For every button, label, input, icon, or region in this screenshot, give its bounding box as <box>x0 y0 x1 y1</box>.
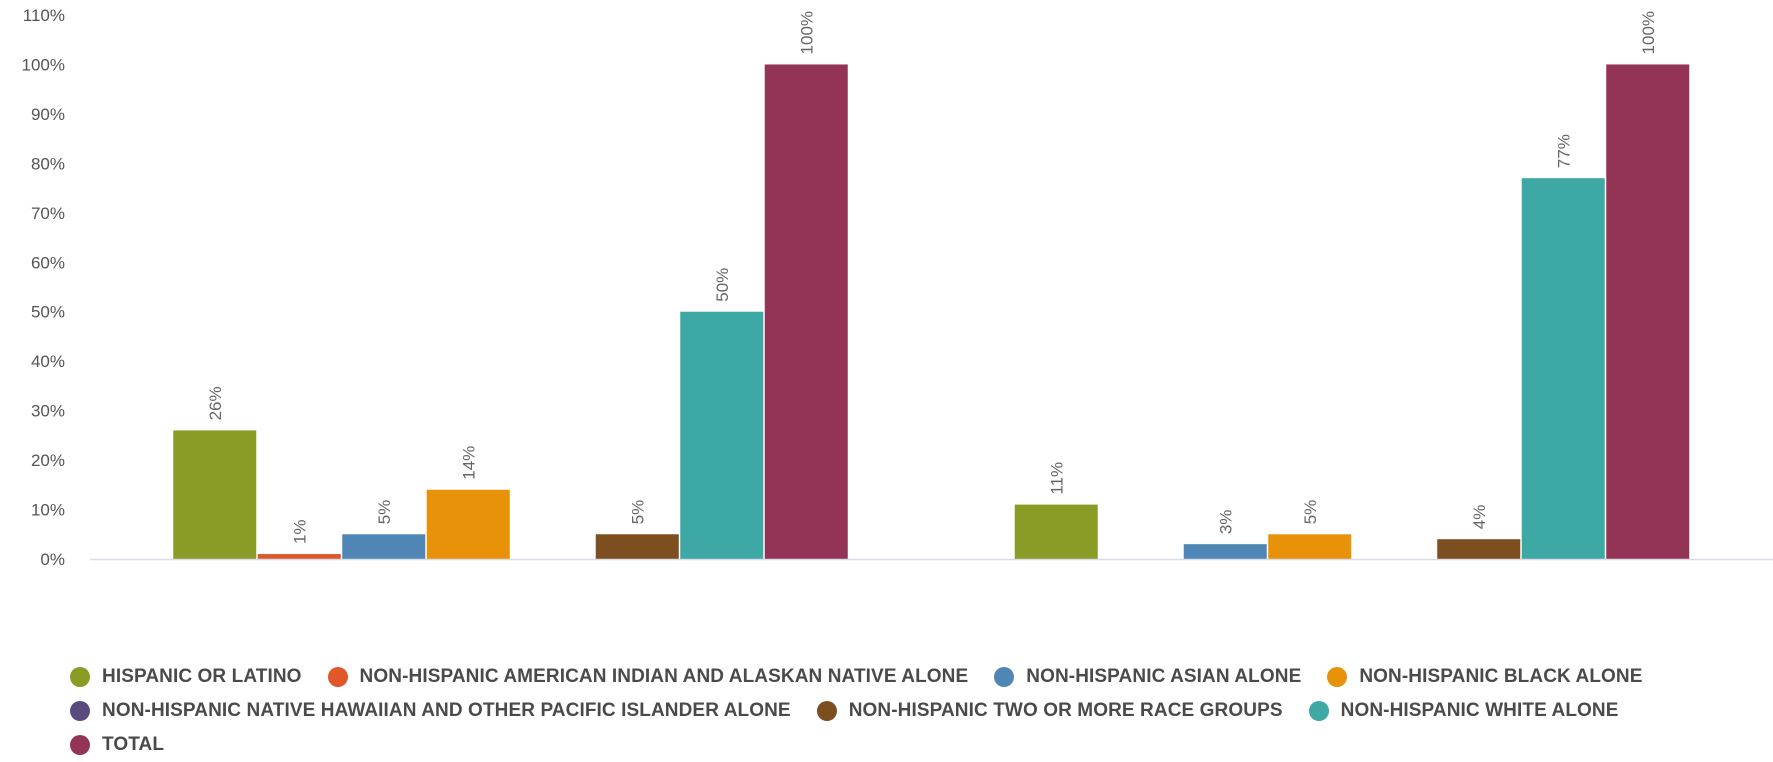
bar[interactable] <box>1606 64 1690 560</box>
y-tick-label: 20% <box>31 451 65 470</box>
legend-item[interactable]: HISPANIC OR LATINO <box>70 666 302 688</box>
bar[interactable] <box>595 534 679 559</box>
bar[interactable] <box>764 64 848 560</box>
x-category-label: Iowa <box>1334 577 1370 580</box>
legend: HISPANIC OR LATINO NON-HISPANIC AMERICAN … <box>70 660 1770 755</box>
legend-item[interactable]: NON-HISPANIC NATIVE HAWAIIAN AND OTHER P… <box>70 700 791 722</box>
legend-swatch-icon <box>70 701 90 721</box>
data-label: 3% <box>1217 510 1236 535</box>
y-tick-label: 30% <box>31 402 65 421</box>
y-tick-label: 0% <box>40 550 65 569</box>
bar[interactable] <box>257 554 341 559</box>
legend-label: NON-HISPANIC TWO OR MORE RACE GROUPS <box>848 700 1283 721</box>
legend-item[interactable]: NON-HISPANIC TWO OR MORE RACE GROUPS <box>816 700 1283 722</box>
bar[interactable] <box>1268 534 1352 559</box>
legend-swatch-icon <box>994 667 1015 687</box>
bars <box>173 64 1690 560</box>
y-axis: 0% 10% 20% 30% 40% 50% 60% 70% 80% 90% 100% 110% <box>22 6 65 569</box>
legend-item[interactable]: TOTAL <box>70 734 164 756</box>
bar[interactable] <box>1437 539 1521 559</box>
data-label: 14% <box>460 446 479 480</box>
data-label: 4% <box>1470 505 1489 530</box>
bar[interactable] <box>342 534 426 559</box>
legend-swatch-icon <box>70 735 90 755</box>
bar[interactable] <box>1183 544 1267 559</box>
legend-label: NON-HISPANIC BLACK ALONE <box>1359 666 1643 687</box>
legend-label: NON-HISPANIC WHITE ALONE <box>1340 700 1619 721</box>
chart-area: 0% 10% 20% 30% 40% 50% 60% 70% 80% 90% 100% 110% 26… <box>22 6 1773 580</box>
data-label: 5% <box>1301 500 1320 525</box>
data-label: 26% <box>206 386 225 420</box>
bar[interactable] <box>680 311 764 559</box>
legend-item[interactable]: NON-HISPANIC ASIAN ALONE <box>994 666 1301 688</box>
x-axis: United States Iowa <box>90 558 1773 580</box>
legend-swatch-icon <box>327 667 348 687</box>
legend-swatch-icon <box>70 667 90 687</box>
y-tick-label: 60% <box>31 253 65 272</box>
data-label: 100% <box>1639 11 1658 54</box>
y-tick-label: 10% <box>31 501 65 520</box>
legend-row: HISPANIC OR LATINO NON-HISPANIC AMERICAN … <box>70 660 1669 694</box>
legend-label: TOTAL <box>102 734 165 755</box>
y-tick-label: 110% <box>23 6 65 25</box>
bar[interactable] <box>426 489 510 559</box>
y-tick-label: 80% <box>31 154 65 173</box>
data-label: 77% <box>1555 134 1574 168</box>
legend-item[interactable]: NON-HISPANIC BLACK ALONE <box>1327 666 1642 688</box>
data-label: 11% <box>1048 462 1067 495</box>
legend-item[interactable]: NON-HISPANIC WHITE ALONE <box>1308 700 1619 722</box>
y-tick-label: 100% <box>22 55 65 74</box>
legend-item[interactable]: NON-HISPANIC AMERICAN INDIAN AND ALASKAN… <box>327 666 969 688</box>
y-tick-label: 50% <box>31 303 65 322</box>
legend-swatch-icon <box>1308 701 1329 721</box>
legend-row: NON-HISPANIC NATIVE HAWAIIAN AND OTHER P… <box>70 694 1645 728</box>
legend-label: HISPANIC OR LATINO <box>102 666 302 687</box>
bar[interactable] <box>1014 504 1098 559</box>
y-tick-label: 70% <box>31 204 65 223</box>
data-label: 50% <box>713 268 732 302</box>
bar-chart: 0% 10% 20% 30% 40% 50% 60% 70% 80% 90% 100% 110% 26… <box>22 6 1773 580</box>
legend-row: TOTAL <box>70 728 190 762</box>
legend-label: NON-HISPANIC AMERICAN INDIAN AND ALASKAN… <box>359 666 969 687</box>
x-category-label: United States <box>460 577 562 580</box>
data-label: 5% <box>629 500 648 525</box>
legend-label: NON-HISPANIC ASIAN ALONE <box>1026 666 1302 687</box>
bar[interactable] <box>1521 178 1605 559</box>
legend-swatch-icon <box>816 701 837 721</box>
data-label: 100% <box>798 11 817 54</box>
legend-label: NON-HISPANIC NATIVE HAWAIIAN AND OTHER P… <box>102 700 791 721</box>
y-tick-label: 90% <box>31 105 65 124</box>
legend-swatch-icon <box>1327 667 1348 687</box>
y-tick-label: 40% <box>31 352 65 371</box>
data-label: 1% <box>291 519 310 544</box>
data-labels: 26% 1% 5% 14% 5% 50% 100% 11% 3% 5% 4% 77% 100% <box>206 11 1658 544</box>
bar[interactable] <box>173 430 257 559</box>
data-label: 5% <box>375 500 394 525</box>
